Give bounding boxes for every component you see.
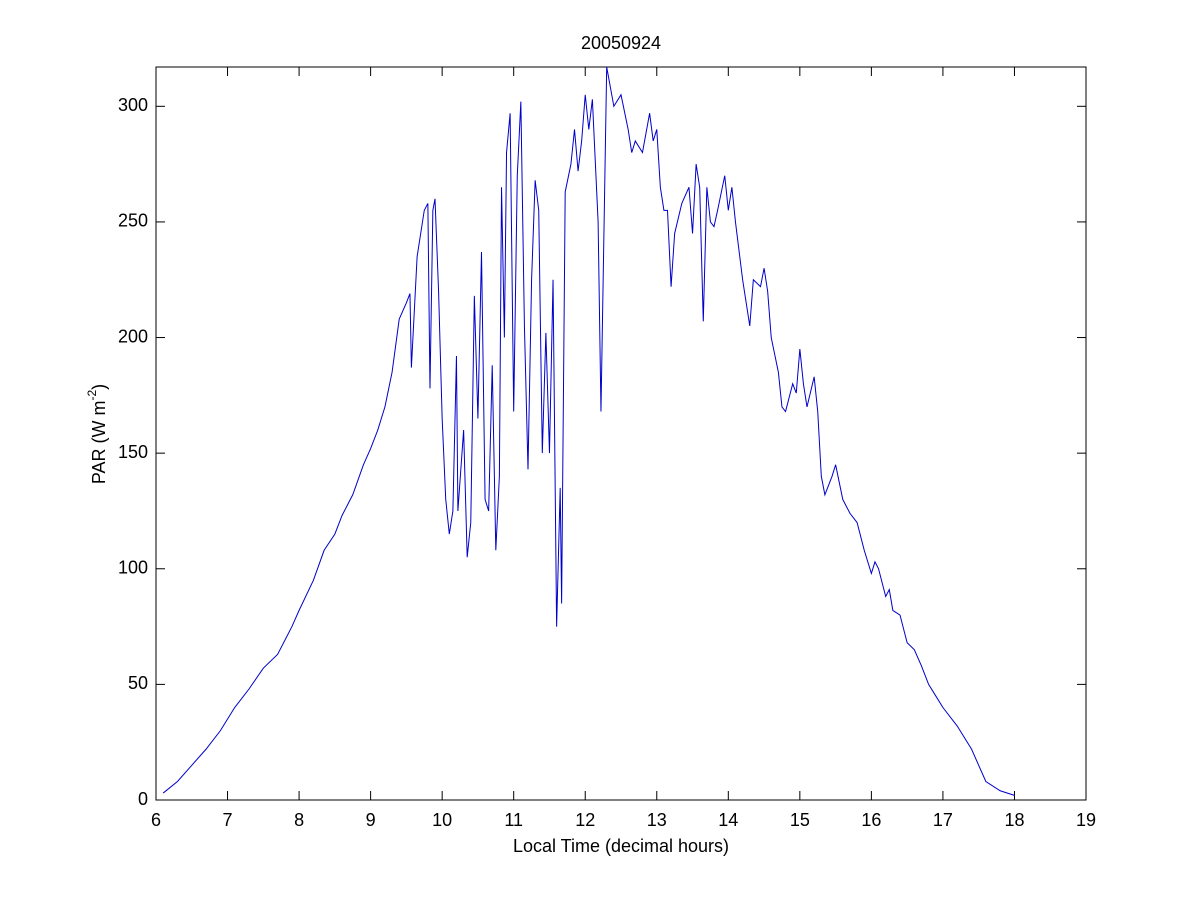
y-tick-label: 50 bbox=[128, 673, 148, 693]
y-tick-label: 150 bbox=[118, 442, 148, 462]
x-tick-label: 19 bbox=[1076, 810, 1096, 830]
y-axis-label-text: PAR (W m bbox=[89, 401, 109, 485]
x-tick-label: 14 bbox=[718, 810, 738, 830]
y-axis-label-superscript: -2 bbox=[85, 390, 99, 401]
x-tick-label: 9 bbox=[366, 810, 376, 830]
y-axis-label: PAR (W m-2) bbox=[85, 384, 109, 484]
x-tick-label: 6 bbox=[151, 810, 161, 830]
y-tick-label: 100 bbox=[118, 558, 148, 578]
y-tick-label: 0 bbox=[138, 789, 148, 809]
x-tick-label: 16 bbox=[861, 810, 881, 830]
data-line bbox=[162, 66, 1015, 796]
x-tick-label: 15 bbox=[790, 810, 810, 830]
x-tick-label: 18 bbox=[1004, 810, 1024, 830]
y-axis-label-text: ) bbox=[89, 384, 109, 390]
y-tick-label: 250 bbox=[118, 211, 148, 231]
x-tick-label: 10 bbox=[432, 810, 452, 830]
y-tick-label: 200 bbox=[118, 326, 148, 346]
chart-title: 20050924 bbox=[581, 33, 661, 53]
plot-area bbox=[155, 66, 1087, 801]
y-tick-label: 300 bbox=[118, 95, 148, 115]
x-tick-label: 13 bbox=[647, 810, 667, 830]
x-tick-label: 11 bbox=[504, 810, 523, 830]
x-tick-label: 17 bbox=[933, 810, 953, 830]
x-tick-label: 7 bbox=[223, 810, 233, 830]
x-axis-label: Local Time (decimal hours) bbox=[513, 836, 729, 856]
x-tick-label: 12 bbox=[575, 810, 595, 830]
x-tick-label: 8 bbox=[294, 810, 304, 830]
